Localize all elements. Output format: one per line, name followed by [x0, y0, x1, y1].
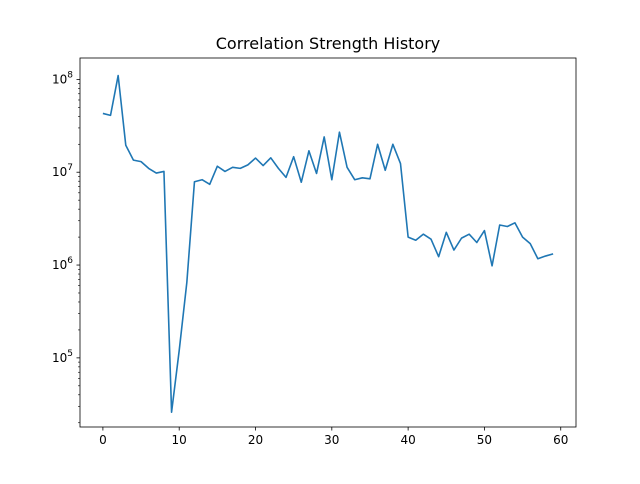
x-tick-label: 20	[248, 433, 263, 447]
data-point	[239, 168, 241, 170]
data-point	[323, 136, 325, 138]
x-tick-label: 50	[477, 433, 492, 447]
data-point	[491, 265, 493, 267]
data-point	[262, 165, 264, 167]
data-point	[308, 150, 310, 152]
chart-title: Correlation Strength History	[216, 34, 441, 53]
data-point	[545, 255, 547, 257]
y-tick-label-base: 10	[52, 72, 67, 86]
data-point	[217, 165, 219, 167]
y-tick-label: 108	[52, 70, 73, 86]
data-point	[331, 179, 333, 181]
y-tick-label-exponent: 7	[67, 163, 73, 173]
y-tick-label-exponent: 8	[67, 70, 73, 80]
x-tick-label: 40	[400, 433, 415, 447]
data-point	[377, 143, 379, 145]
x-tick-label: 0	[99, 433, 107, 447]
data-point	[201, 179, 203, 181]
data-point	[316, 173, 318, 175]
y-tick-label-exponent: 5	[67, 349, 73, 359]
x-tick-label: 30	[324, 433, 339, 447]
data-point	[522, 236, 524, 238]
data-point	[445, 232, 447, 234]
data-point	[461, 237, 463, 239]
data-point	[468, 233, 470, 235]
data-point	[392, 143, 394, 145]
data-point	[430, 238, 432, 240]
data-point	[270, 157, 272, 159]
axes-frame	[79, 57, 577, 428]
data-point	[209, 184, 211, 186]
data-point	[293, 156, 295, 158]
data-point	[224, 171, 226, 173]
data-point	[102, 113, 104, 115]
data-point	[255, 157, 257, 159]
x-tick-label: 10	[172, 433, 187, 447]
data-point	[362, 177, 364, 179]
data-point	[178, 350, 180, 352]
data-point	[125, 144, 127, 146]
data-point	[369, 178, 371, 180]
data-point	[552, 253, 554, 255]
data-point	[415, 239, 417, 241]
y-tick-label-exponent: 6	[67, 256, 73, 266]
data-point	[339, 131, 341, 133]
data-point	[117, 75, 119, 77]
data-point	[400, 163, 402, 165]
data-point	[110, 115, 112, 117]
data-point	[438, 256, 440, 258]
data-point	[148, 168, 150, 170]
data-point	[133, 159, 135, 161]
data-point	[529, 243, 531, 245]
data-point	[484, 230, 486, 232]
data-point	[507, 226, 509, 228]
data-point	[232, 166, 234, 168]
data-point	[186, 282, 188, 284]
data-point	[354, 179, 356, 181]
data-point	[514, 222, 516, 224]
data-point	[476, 242, 478, 244]
data-point	[384, 169, 386, 171]
data-point	[171, 411, 173, 413]
data-point	[247, 164, 249, 166]
y-tick-label-base: 10	[52, 258, 67, 272]
data-point	[194, 181, 196, 183]
data-point	[537, 258, 539, 260]
data-point	[163, 171, 165, 173]
data-point	[285, 177, 287, 179]
data-point	[407, 236, 409, 238]
y-tick-label: 106	[52, 256, 73, 272]
data-point	[346, 166, 348, 168]
data-point	[156, 172, 158, 174]
y-tick-label: 107	[52, 163, 73, 179]
y-tick-label-base: 10	[52, 351, 67, 365]
x-tick-label: 60	[553, 433, 568, 447]
y-tick-label: 105	[52, 349, 73, 365]
data-point	[140, 161, 142, 163]
series-line	[102, 74, 554, 413]
data-point	[423, 233, 425, 235]
data-point	[278, 168, 280, 170]
data-point	[499, 224, 501, 226]
y-tick-label-base: 10	[52, 165, 67, 179]
data-point	[453, 249, 455, 251]
data-point	[300, 181, 302, 183]
